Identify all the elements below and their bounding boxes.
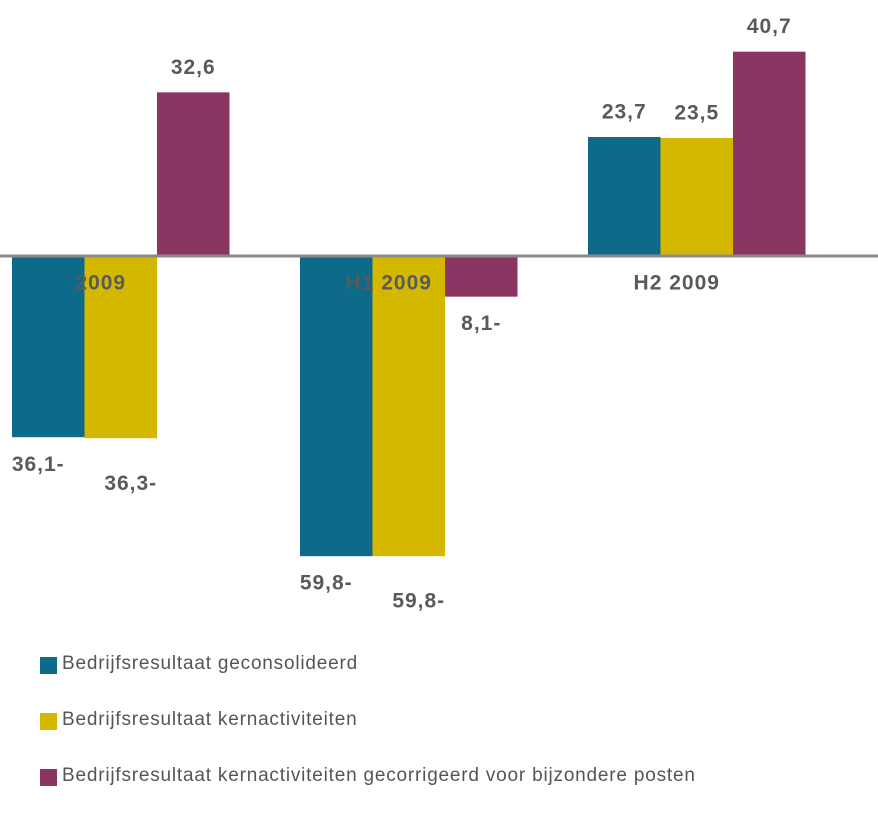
category-label: H2 2009 (634, 272, 720, 295)
legend: Bedrijfsresultaat geconsolideerd Bedrijfs… (40, 650, 870, 818)
value-label: 8,1- (461, 312, 501, 335)
bar (588, 137, 661, 256)
legend-label: Bedrijfsresultaat geconsolideerd (62, 653, 358, 674)
legend-label: Bedrijfsresultaat kernactiviteiten (62, 709, 358, 730)
legend-label: Bedrijfsresultaat kernactiviteiten gecor… (62, 765, 696, 786)
bar (12, 256, 85, 438)
bar (84, 256, 157, 439)
legend-swatch (40, 713, 57, 730)
legend-item: Bedrijfsresultaat kernactiviteiten (40, 706, 870, 734)
value-label: 23,5 (674, 102, 719, 125)
bar (372, 256, 445, 557)
category-label: 2009 (75, 272, 126, 295)
bar (660, 138, 733, 256)
value-label: 36,1- (12, 453, 65, 476)
bar (300, 256, 373, 557)
legend-item: Bedrijfsresultaat kernactiviteiten gecor… (40, 762, 870, 790)
category-label: H1 2009 (346, 272, 432, 295)
value-label: 23,7 (602, 101, 647, 124)
legend-swatch (40, 657, 57, 674)
value-label: 36,3- (104, 472, 157, 495)
value-label: 40,7 (747, 15, 792, 38)
value-label: 32,6 (171, 56, 216, 79)
legend-item: Bedrijfsresultaat geconsolideerd (40, 650, 870, 678)
value-label: 59,8- (392, 590, 445, 613)
value-label: 59,8- (300, 572, 353, 595)
chart: 36,1- 59,8- 23,7 36,3- 59,8- 23,5 32,6 8,1- 40,7… (0, 15, 878, 613)
bar (157, 92, 230, 257)
bar (445, 256, 518, 297)
legend-swatch (40, 769, 57, 786)
bar (733, 51, 806, 256)
